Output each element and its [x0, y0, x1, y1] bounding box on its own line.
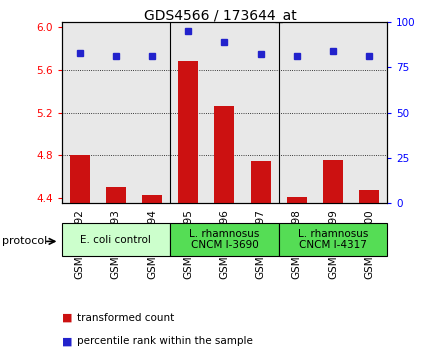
Bar	[251, 160, 271, 203]
Bar	[323, 159, 343, 203]
Text: ■: ■	[62, 313, 72, 323]
Bar	[62, 223, 170, 256]
Bar	[170, 223, 279, 256]
Bar	[279, 22, 315, 203]
Bar	[279, 223, 387, 256]
Bar	[242, 22, 279, 203]
Bar	[62, 22, 98, 203]
Text: L. rhamnosus
CNCM I-3690: L. rhamnosus CNCM I-3690	[189, 229, 260, 250]
Text: ■: ■	[62, 336, 72, 346]
Text: GDS4566 / 173644_at: GDS4566 / 173644_at	[143, 9, 297, 23]
Bar	[287, 197, 307, 203]
Text: transformed count: transformed count	[77, 313, 174, 323]
Bar	[359, 191, 379, 203]
Text: L. rhamnosus
CNCM I-4317: L. rhamnosus CNCM I-4317	[298, 229, 368, 250]
Text: protocol: protocol	[2, 236, 48, 246]
Bar	[315, 22, 351, 203]
Bar	[206, 22, 242, 203]
Bar	[214, 106, 235, 203]
Bar	[70, 155, 90, 203]
Bar	[170, 22, 206, 203]
Text: percentile rank within the sample: percentile rank within the sample	[77, 336, 253, 346]
Bar	[98, 22, 134, 203]
Bar	[351, 22, 387, 203]
Text: E. coli control: E. coli control	[81, 234, 151, 245]
Bar	[142, 195, 162, 203]
Bar	[106, 187, 126, 203]
Bar	[134, 22, 170, 203]
Bar	[178, 61, 198, 203]
